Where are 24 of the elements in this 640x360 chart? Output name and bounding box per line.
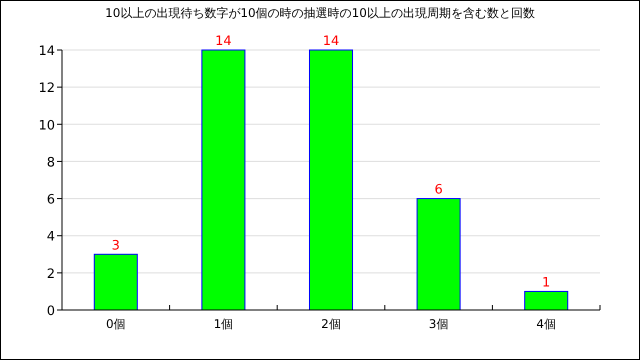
y-tick-label: 2 [46, 266, 55, 282]
x-tick-label: 0個 [106, 317, 126, 331]
y-tick-label: 6 [46, 192, 55, 208]
y-tick-label: 12 [38, 81, 55, 96]
x-tick-label: 1個 [214, 317, 234, 331]
chart-title: 10以上の出現待ち数字が10個の時の抽選時の10以上の出現周期を含む数と回数 [105, 6, 535, 20]
y-tick-label: 10 [38, 118, 55, 134]
x-tick-label: 3個 [428, 317, 448, 331]
data-label: 14 [215, 34, 232, 49]
bar [524, 290, 568, 310]
bar [94, 254, 138, 310]
data-label: 6 [434, 182, 443, 198]
bar [308, 50, 354, 310]
data-label: 14 [322, 34, 340, 49]
y-tick-label: 4 [46, 230, 55, 245]
y-tick-label: 14 [38, 44, 55, 59]
bar [416, 198, 461, 310]
bar [201, 50, 246, 310]
data-label: 1 [542, 275, 550, 290]
x-tick-label: 2個 [321, 317, 341, 331]
y-tick-label: 0 [46, 304, 55, 319]
x-tick-label: 4個 [536, 317, 556, 331]
y-tick-label: 8 [46, 155, 55, 170]
data-label: 3 [112, 238, 120, 254]
